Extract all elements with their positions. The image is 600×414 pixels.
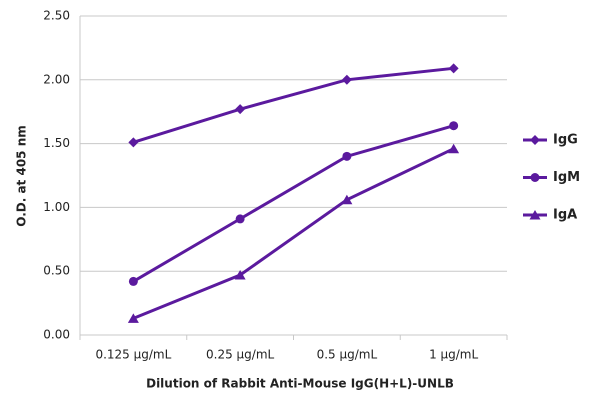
marker bbox=[235, 104, 246, 115]
x-axis-title: Dilution of Rabbit Anti-Mouse IgG(H+L)-U… bbox=[146, 377, 454, 391]
x-tick-label: 1 µg/mL bbox=[429, 348, 478, 362]
marker bbox=[530, 135, 540, 145]
marker bbox=[235, 214, 245, 224]
y-tick-label: 0.00 bbox=[43, 328, 70, 342]
y-tick-label: 2.50 bbox=[43, 9, 70, 23]
marker bbox=[530, 173, 540, 182]
legend-label: IgM bbox=[553, 170, 580, 185]
x-tick-label: 0.5 µg/mL bbox=[317, 348, 378, 362]
x-tick-label: 0.25 µg/mL bbox=[206, 348, 275, 362]
marker bbox=[529, 210, 541, 220]
marker bbox=[341, 74, 352, 85]
marker bbox=[128, 276, 138, 286]
y-tick-label: 2.00 bbox=[43, 72, 70, 86]
marker bbox=[128, 137, 139, 148]
marker bbox=[449, 121, 459, 131]
marker bbox=[127, 313, 139, 323]
series-line bbox=[132, 124, 455, 283]
y-tick-label: 0.50 bbox=[43, 264, 70, 278]
x-tick-label: 0.125 µg/mL bbox=[95, 348, 171, 362]
legend-label: IgA bbox=[553, 208, 577, 223]
marker bbox=[448, 63, 459, 74]
y-axis-title: O.D. at 405 nm bbox=[15, 125, 29, 226]
marker bbox=[448, 143, 460, 154]
marker bbox=[341, 194, 353, 205]
series-line bbox=[132, 147, 455, 320]
y-tick-label: 1.00 bbox=[43, 200, 70, 214]
marker bbox=[342, 151, 352, 161]
y-tick-label: 1.50 bbox=[43, 136, 70, 150]
marker bbox=[234, 270, 246, 280]
legend-label: IgG bbox=[553, 133, 578, 148]
series-line bbox=[132, 66, 454, 144]
